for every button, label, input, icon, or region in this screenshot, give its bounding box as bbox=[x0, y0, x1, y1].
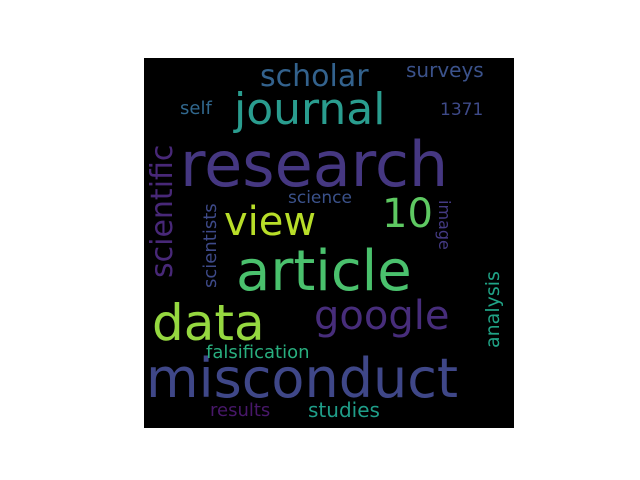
word-science: science bbox=[288, 188, 352, 208]
word-1371: 1371 bbox=[440, 100, 484, 120]
word-self: self bbox=[180, 98, 212, 119]
word-journal: journal bbox=[234, 84, 386, 135]
word-article: article bbox=[236, 239, 412, 304]
word-image: image bbox=[435, 200, 454, 250]
word-cloud: research misconduct article data journal… bbox=[144, 58, 514, 428]
word-misconduct: misconduct bbox=[146, 347, 459, 410]
word-10: 10 bbox=[382, 191, 433, 237]
word-falsification: falsification bbox=[206, 342, 310, 363]
word-analysis: analysis bbox=[482, 271, 504, 348]
word-view: view bbox=[224, 199, 317, 245]
word-scientists: scientists bbox=[200, 203, 221, 288]
word-scientific: scientific bbox=[145, 144, 180, 278]
word-scholar: scholar bbox=[260, 59, 369, 94]
word-data: data bbox=[152, 294, 265, 352]
word-studies: studies bbox=[308, 398, 380, 422]
word-results: results bbox=[210, 400, 271, 421]
word-research: research bbox=[180, 128, 449, 201]
word-google: google bbox=[314, 293, 450, 339]
word-surveys: surveys bbox=[406, 58, 484, 82]
